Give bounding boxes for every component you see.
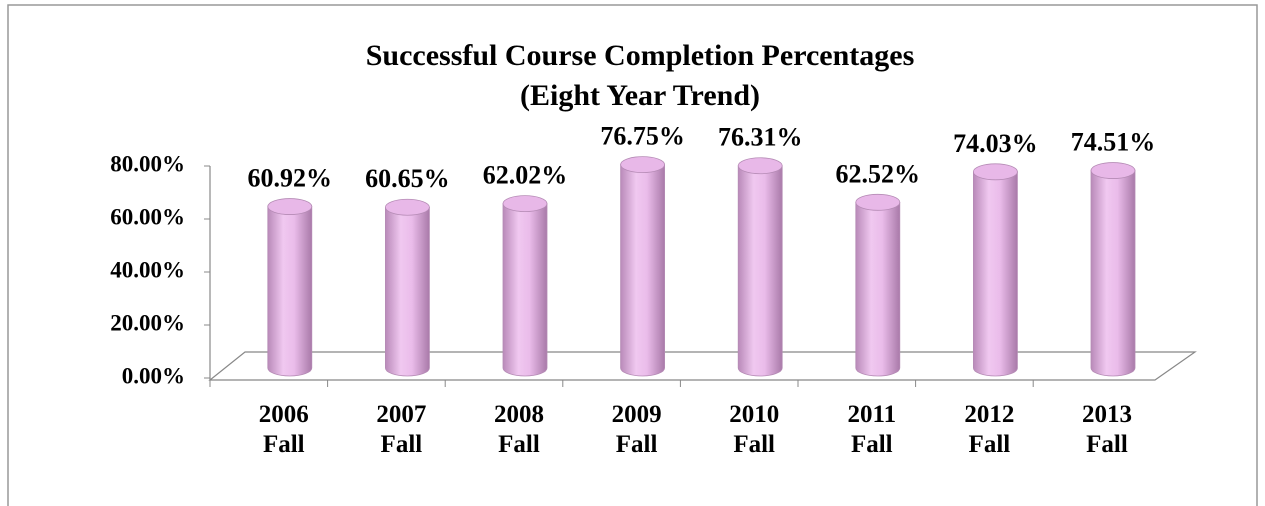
bar-top <box>737 157 783 175</box>
x-tick-label: 2010 Fall <box>729 401 780 458</box>
y-tick-label: 80.00% <box>110 151 185 176</box>
chart-frame <box>7 4 1258 506</box>
bar-body <box>1090 170 1136 377</box>
bar-body <box>737 165 783 377</box>
bar-body <box>973 171 1018 377</box>
value-label: 62.52% <box>836 159 921 188</box>
bar-body <box>267 206 313 377</box>
bar-top <box>267 198 313 215</box>
bar-body <box>385 206 430 377</box>
x-tick-label: 2006 Fall <box>258 401 309 458</box>
value-label: 76.31% <box>718 123 803 152</box>
x-tick-label: 2008 Fall <box>494 401 544 458</box>
bar <box>855 193 901 377</box>
bar <box>1090 162 1136 377</box>
bar <box>384 198 430 377</box>
x-tick-label: 2012 Fall <box>964 401 1015 458</box>
bar-top <box>855 193 901 211</box>
chart-title: Successful Course Completion Percentages <box>366 39 915 72</box>
y-tick-label: 20.00% <box>110 310 185 335</box>
x-tick-label: 2007 Fall <box>376 401 427 458</box>
bar-top <box>384 198 430 216</box>
bar-top <box>973 163 1018 181</box>
value-label: 74.51% <box>1071 128 1156 157</box>
bar <box>502 195 548 377</box>
bar-body <box>502 203 548 377</box>
bar-top <box>1090 162 1136 179</box>
bar-body <box>855 201 901 377</box>
x-tick-label: 2009 Fall <box>611 401 662 458</box>
chart-subtitle: (Eight Year Trend) <box>520 79 760 112</box>
value-label: 74.03% <box>953 129 1038 158</box>
bar <box>620 156 665 377</box>
bar <box>973 163 1018 377</box>
value-label: 62.02% <box>483 161 568 190</box>
floor <box>208 351 1197 381</box>
bar-body <box>620 164 665 377</box>
x-tick-label: 2013 Fall <box>1082 401 1132 458</box>
bar <box>267 198 313 377</box>
x-tick-label: 2011 Fall <box>847 401 897 458</box>
value-label: 60.65% <box>365 164 450 193</box>
bar <box>737 157 783 377</box>
bar-top <box>502 195 548 213</box>
y-tick-label: 60.00% <box>110 204 185 229</box>
value-label: 76.75% <box>600 122 685 151</box>
y-tick-label: 0.00% <box>122 363 185 388</box>
value-label: 60.92% <box>248 164 333 193</box>
bar-top <box>620 156 665 174</box>
y-tick-label: 40.00% <box>110 257 185 282</box>
